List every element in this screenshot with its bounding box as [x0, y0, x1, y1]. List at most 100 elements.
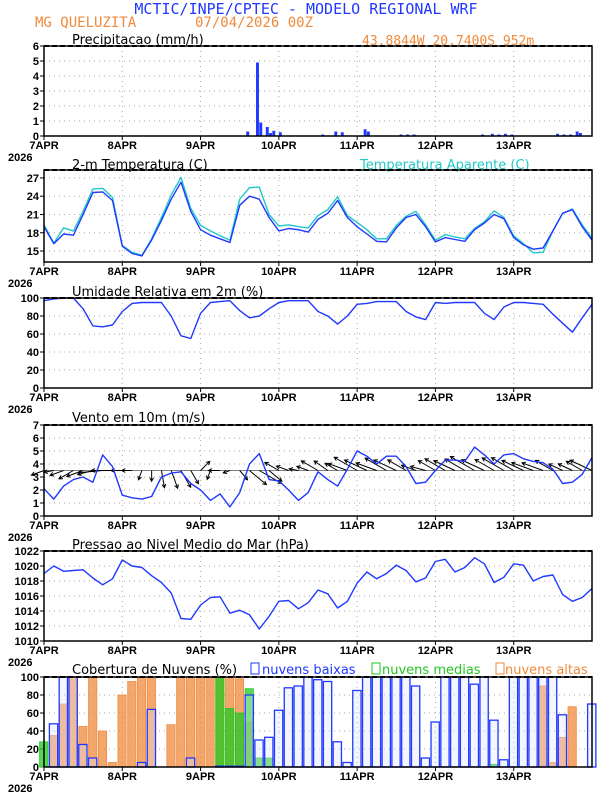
y-tick-label: 2	[33, 485, 39, 497]
clouds-title: Cobertura de Nuvens (%)	[72, 663, 237, 678]
cloud-bar-nuvens-altas	[127, 681, 137, 768]
cloud-bar-nuvens-altas	[137, 676, 147, 768]
x-tick-label: 9APR	[186, 392, 215, 404]
y-tick-label: 1010	[15, 636, 39, 648]
chart-title: MCTIC/INPE/CPTEC - MODELO REGIONAL WRF	[134, 0, 477, 18]
precip-bar	[578, 133, 582, 136]
cloud-bar-nuvens-baixas	[254, 739, 264, 768]
cloud-bar-nuvens-altas	[205, 676, 215, 768]
cloud-bar-nuvens-baixas	[68, 676, 78, 768]
legend-swatch-high	[495, 662, 505, 675]
x-tick-label: 13APR	[496, 266, 532, 278]
y-tick-label: 1020	[15, 561, 39, 573]
x-tick-label: 9APR	[186, 645, 215, 657]
wind-arrow	[364, 457, 387, 471]
cloud-bar-nuvens-baixas	[449, 676, 460, 768]
wind-arrow	[222, 469, 231, 475]
x-tick-label: 9APR	[186, 520, 215, 532]
wind-arrow	[520, 461, 544, 471]
x-tick-label: 11APR	[340, 520, 375, 532]
cloud-bar-nuvens-altas	[97, 730, 108, 768]
wind-arrow	[288, 467, 299, 472]
y-tick-label: 1018	[15, 576, 39, 588]
y-tick-label: 40	[27, 347, 39, 359]
y-tick-label: 1014	[15, 606, 40, 618]
cloud-bar-nuvens-baixas	[58, 676, 69, 768]
wind-arrow	[432, 459, 456, 471]
precip-bar	[490, 133, 494, 136]
wind-arrow	[355, 461, 377, 471]
y-tick-label: 15	[27, 246, 39, 258]
temp-series-line	[43, 181, 593, 257]
wind-arrow	[249, 470, 268, 486]
wind-arrow	[58, 470, 74, 480]
y-tick-label: 0	[33, 762, 39, 774]
wind-arrow	[137, 470, 143, 481]
legend-high: nuvens altas	[505, 663, 588, 678]
x-tick-label: 11APR	[340, 266, 375, 278]
y-tick-label: 0	[33, 131, 39, 143]
cloud-bar-nuvens-altas	[195, 676, 205, 768]
wind-arrow	[565, 460, 583, 471]
cloud-bar-nuvens-baixas	[547, 676, 558, 768]
wind-arrow	[207, 468, 221, 473]
cloud-bar-nuvens-baixas	[48, 723, 59, 768]
precip-bar	[363, 129, 367, 136]
x-year-label: 2026	[8, 532, 32, 544]
wind-arrow	[65, 470, 84, 478]
station-name: MG QUELUZITA	[35, 15, 137, 31]
y-tick-label: 1022	[15, 546, 39, 558]
cloud-bar-nuvens-baixas	[185, 757, 196, 768]
wind-arrow	[327, 462, 348, 471]
wind-arrow	[49, 470, 64, 477]
wind-arrow	[160, 470, 167, 489]
x-tick-label: 7APR	[29, 645, 58, 657]
wind-arrow	[120, 468, 133, 473]
y-tick-label: 1	[33, 116, 39, 128]
y-tick-label: 2	[33, 101, 39, 113]
x-tick-label: 8APR	[108, 645, 137, 657]
y-tick-label: 4	[33, 71, 40, 83]
wind-arrow	[500, 459, 524, 471]
x-tick-label: 8APR	[108, 392, 137, 404]
legend-swatch-low	[250, 662, 260, 675]
precip-bar	[340, 132, 344, 136]
cloud-bar-nuvens-medias	[215, 676, 225, 768]
cloud-bar-nuvens-baixas	[312, 679, 323, 768]
y-tick-label: 60	[27, 329, 39, 341]
y-tick-label: 5	[33, 446, 39, 458]
x-tick-label: 13APR	[496, 771, 532, 783]
wind-arrow	[333, 456, 358, 471]
x-tick-label: 8APR	[108, 771, 137, 783]
wind-arrow	[295, 465, 309, 471]
cloud-bar-nuvens-baixas	[401, 676, 411, 768]
y-tick-label: 0	[33, 511, 39, 523]
cloud-bar-nuvens-baixas	[283, 687, 294, 768]
x-tick-label: 10APR	[261, 392, 297, 404]
cloud-bar-nuvens-baixas	[371, 676, 382, 768]
x-tick-label: 11APR	[340, 392, 375, 404]
x-tick-label: 12APR	[418, 771, 454, 783]
y-tick-label: 7	[33, 420, 39, 432]
cloud-bar-nuvens-baixas	[322, 680, 333, 768]
clouds-panel: 0 20 40 60 80 100 7APR 8APR 9APR 10APR 11APR 12APR 1…	[8, 672, 597, 792]
legend-mid: nuvens medias	[382, 663, 481, 678]
cloud-bar-nuvens-baixas	[361, 676, 372, 768]
cloud-bar-nuvens-baixas	[332, 741, 343, 768]
y-tick-label: 0	[33, 383, 39, 395]
wind-arrow	[200, 460, 211, 471]
precip-bar	[278, 132, 282, 136]
x-tick-label: 12APR	[418, 520, 454, 532]
precip-bar	[556, 133, 560, 136]
cloud-bar-nuvens-baixas	[518, 676, 529, 768]
cloud-bar-nuvens-baixas	[420, 757, 431, 768]
y-tick-label: 21	[27, 209, 39, 221]
wind-arrow	[409, 465, 426, 471]
y-tick-label: 1012	[15, 621, 39, 633]
cloud-bar-nuvens-medias	[225, 708, 235, 768]
rh-title: Umidade Relativa em 2m (%)	[72, 285, 263, 300]
wind-arrow	[417, 460, 436, 471]
wind-series-line	[43, 446, 593, 508]
